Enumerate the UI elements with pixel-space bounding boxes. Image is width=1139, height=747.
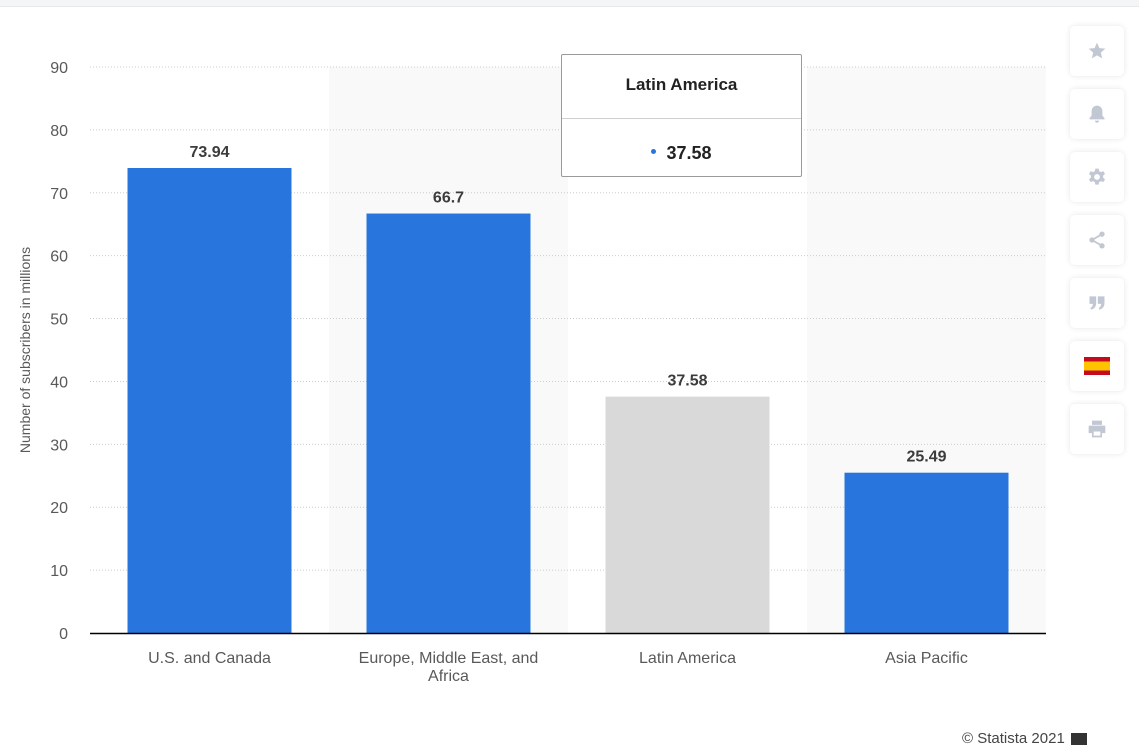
bar[interactable] [366, 213, 531, 633]
y-tick-label: 90 [50, 60, 68, 77]
y-tick-label: 60 [50, 249, 68, 266]
copyright-credit[interactable]: © Statista 2021 [962, 730, 1087, 747]
data-label: 25.49 [906, 449, 946, 466]
favorite-button[interactable] [1070, 26, 1124, 76]
y-tick-label: 80 [50, 123, 68, 140]
y-axis-ticks: 0 10 20 30 40 50 60 70 80 90 [50, 60, 68, 643]
flag-icon [1070, 733, 1087, 746]
settings-button[interactable] [1070, 152, 1124, 202]
print-button[interactable] [1070, 404, 1124, 454]
gear-icon [1089, 168, 1105, 185]
print-icon [1088, 420, 1106, 438]
notification-button[interactable] [1070, 89, 1124, 139]
y-tick-label: 70 [50, 186, 68, 203]
share-button[interactable] [1070, 215, 1124, 265]
y-tick-label: 40 [50, 374, 68, 391]
category-label: Asia Pacific [885, 650, 968, 667]
quote-icon [1089, 296, 1105, 310]
tooltip-series-dot [651, 148, 657, 154]
bar[interactable] [844, 472, 1009, 633]
bar[interactable] [127, 167, 292, 633]
y-tick-label: 20 [50, 500, 68, 517]
category-label: U.S. and Canada [148, 650, 271, 667]
y-axis-label: Number of subscribers in millions [17, 247, 33, 453]
bars [127, 167, 1009, 633]
y-tick-label: 30 [50, 437, 68, 454]
credit-text: © Statista 2021 [962, 730, 1065, 747]
spain-flag-icon [1084, 357, 1110, 375]
tooltip-title: Latin America [562, 55, 801, 119]
chart-toolbar [1070, 26, 1124, 467]
data-label: 37.58 [667, 373, 707, 390]
data-labels: 73.94 66.7 37.58 25.49 [189, 144, 946, 466]
top-bar [0, 0, 1139, 7]
cite-button[interactable] [1070, 278, 1124, 328]
tooltip-value-row: 37.58 [562, 119, 801, 177]
category-labels: U.S. and Canada Europe, Middle East, and A… [148, 650, 968, 685]
language-button[interactable] [1070, 341, 1124, 391]
category-label: Europe, Middle East, and Africa [359, 650, 539, 685]
share-icon [1089, 231, 1105, 249]
star-icon [1088, 42, 1106, 59]
category-label: Latin America [639, 650, 736, 667]
tooltip-value: 37.58 [666, 143, 712, 163]
bar[interactable] [605, 396, 770, 633]
tooltip: Latin America 37.58 [561, 54, 802, 177]
data-label: 66.7 [433, 190, 464, 207]
y-tick-label: 10 [50, 563, 68, 580]
y-tick-label: 50 [50, 312, 68, 329]
y-tick-label: 0 [59, 626, 68, 643]
data-label: 73.94 [189, 144, 229, 161]
bell-icon [1089, 105, 1105, 123]
